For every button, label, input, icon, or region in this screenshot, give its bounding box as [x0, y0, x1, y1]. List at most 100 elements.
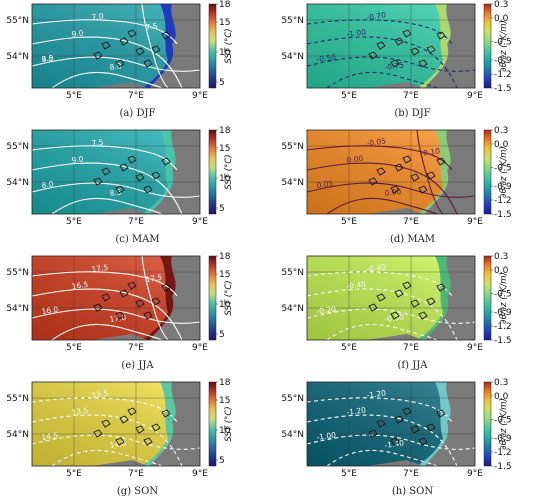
contour-label: 8.5: [109, 187, 122, 198]
wind-farm-outline: [93, 429, 103, 438]
wind-farm-outline: [436, 283, 446, 292]
panel-caption: (h) SON: [391, 486, 434, 497]
latitude-tick-label: 55°N: [281, 142, 304, 152]
contour-line: [141, 255, 169, 341]
contour-line: [31, 56, 201, 72]
wind-farm-outline: [368, 429, 378, 438]
map-frame: [31, 255, 201, 341]
contour-label: -0.10: [420, 146, 441, 158]
wind-farm-outline: [390, 185, 400, 194]
contour-label: 8.0: [41, 179, 54, 190]
latitude-tick-label: 55°N: [6, 268, 29, 278]
contour-line: [31, 36, 183, 89]
wind-farm-outline: [151, 171, 161, 180]
wind-farm-outline: [394, 163, 404, 172]
latitude-tick-label: 55°N: [6, 142, 29, 152]
contour-line: [326, 71, 438, 89]
latitude-tick-label: 54°N: [6, 304, 29, 314]
contour-line: [31, 182, 201, 198]
contour-label: 16.0: [41, 305, 59, 316]
colorbar-tick-label: 5: [219, 330, 225, 340]
colorbar-tick-label: -1.2: [494, 70, 512, 80]
land-mask: [425, 382, 475, 466]
contour-label: 17.5: [91, 263, 109, 274]
contour-label: 9.0: [71, 154, 84, 165]
longitude-tick-label: 7°E: [403, 217, 419, 227]
contour-label: -0.30: [384, 312, 405, 324]
panel-caption: (e) JJA: [121, 360, 154, 371]
contour-label: 16.5: [71, 280, 89, 291]
land-mask: [150, 256, 200, 340]
colorbar-title: SST (°C): [224, 154, 234, 189]
map-panel: 0.05 0.00 0.00 -0.05 -0.10 55°N 54°N 5°E 7°E 9°E 0…: [275, 126, 550, 252]
map-plot: -0.50 -1.00 -0.75 -0.70 55°N 54°N 5°E 7°E 9°E 0.3…: [281, 0, 512, 101]
contour-label: 7.0: [41, 53, 54, 64]
wind-farm-outline: [394, 289, 404, 298]
wind-farm-outline: [418, 437, 428, 446]
contour-label: -0.50: [316, 52, 337, 64]
wind-farm-outline: [376, 419, 386, 428]
contour-line: [306, 434, 476, 450]
contour-line: [326, 449, 438, 467]
land-mask: [425, 256, 475, 340]
colorbar-tick-label: 15: [219, 270, 230, 280]
coastal-band: [417, 256, 451, 340]
wind-farm-outline: [101, 419, 111, 428]
coastal-band: [142, 382, 176, 466]
wind-farm-outline: [418, 311, 428, 320]
contour-line: [306, 36, 458, 89]
colorbar-tick-label: -1.5: [494, 462, 512, 472]
longitude-tick-label: 5°E: [341, 343, 357, 353]
wind-farm-outline: [394, 415, 404, 424]
wind-farm-outline: [436, 409, 446, 418]
wind-farm-outline: [436, 157, 446, 166]
coastal-band: [142, 4, 176, 88]
wind-farm-outline: [394, 37, 404, 46]
wind-farm-outline: [161, 157, 171, 166]
colorbar-title: SST (°C): [224, 406, 234, 441]
coastal-band: [142, 256, 176, 340]
contour-line: [326, 197, 438, 215]
land-mask: [367, 334, 423, 340]
colorbar: [208, 3, 217, 89]
contour-label: 13.5: [91, 389, 109, 400]
colorbar-tick-label: 0.0: [494, 392, 509, 402]
longitude-tick-label: 5°E: [341, 91, 357, 101]
contour-line: [306, 56, 476, 72]
colorbar: [208, 381, 217, 467]
contour-line: [31, 308, 201, 324]
wind-farm-outline: [135, 425, 145, 434]
wind-farm-outline: [119, 163, 129, 172]
wind-farm-outline: [390, 437, 400, 446]
wind-farm-outline: [368, 51, 378, 60]
contour-line: [326, 323, 438, 341]
map-plot: 14.5 13.5 14.0 13.5 55°N 54°N 5°E 7°E 9°E 18 15 10 5…: [6, 378, 234, 479]
contour-line: [141, 3, 169, 89]
map-plot: 8.0 9.0 8.5 7.5 55°N 54°N 5°E 7°E 9°E 18 15 10 5 SST …: [6, 126, 234, 227]
wind-farm-outline: [376, 167, 386, 176]
land-mask: [425, 130, 475, 214]
contour-line: [31, 414, 183, 467]
colorbar: [483, 381, 492, 467]
colorbar-title: SST (°C): [224, 28, 234, 63]
panel-caption: (c) MAM: [115, 234, 160, 245]
contour-line: [306, 162, 458, 215]
coastal-band: [417, 4, 451, 88]
latitude-tick-label: 54°N: [281, 178, 304, 188]
wind-farm-outline: [119, 37, 129, 46]
wind-farm-outline: [127, 407, 137, 416]
coastal-band: [417, 130, 451, 214]
coastal-band: [417, 382, 451, 466]
land-mask: [150, 4, 200, 88]
contour-label: 9.0: [71, 28, 84, 39]
colorbar-tick-label: 5: [219, 456, 225, 466]
contour-line: [51, 71, 163, 89]
colorbar-tick-label: -0.5: [494, 37, 512, 47]
colorbar-tick-label: -0.5: [494, 163, 512, 173]
latitude-tick-label: 54°N: [281, 430, 304, 440]
contour-label: 8.0: [109, 61, 122, 72]
contour-line: [51, 449, 163, 467]
longitude-tick-label: 7°E: [403, 91, 419, 101]
longitude-tick-label: 9°E: [192, 91, 208, 101]
panel-caption: (f) JJA: [397, 360, 428, 371]
